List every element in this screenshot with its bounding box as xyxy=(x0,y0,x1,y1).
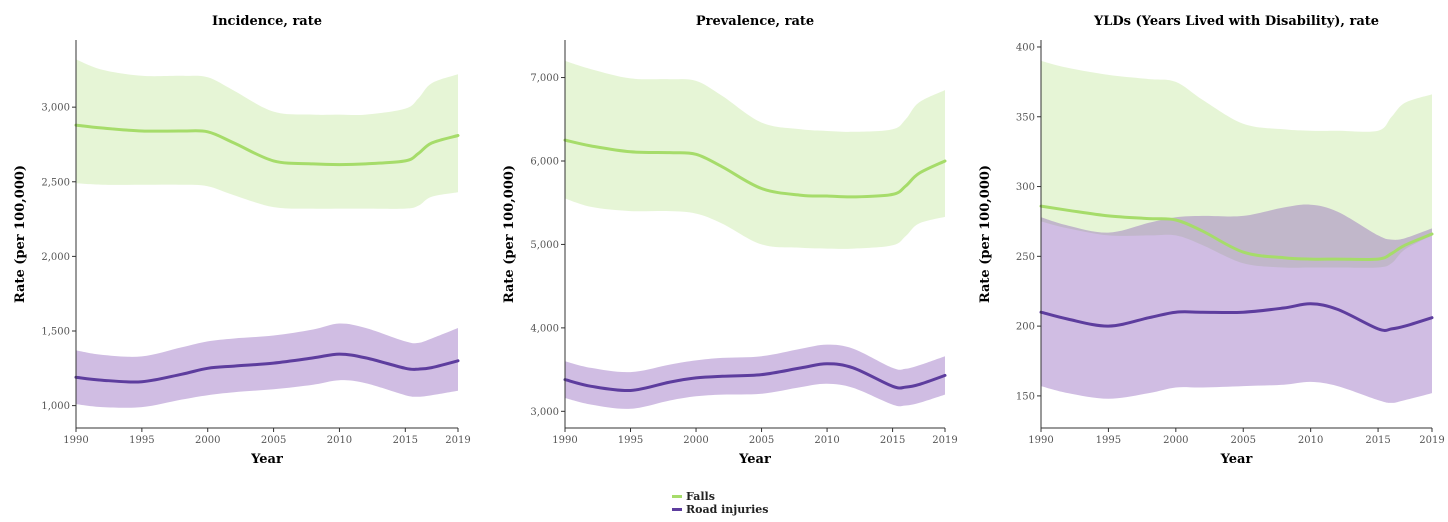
uncertainty-band-road xyxy=(1041,204,1432,403)
x-tick-label: 2015 xyxy=(393,435,418,446)
x-tick-label: 1990 xyxy=(1028,435,1053,446)
y-tick-label: 5,000 xyxy=(530,240,559,251)
x-tick-label: 2005 xyxy=(261,435,286,446)
x-axis-label: Year xyxy=(738,452,771,467)
x-tick-label: 2005 xyxy=(1231,435,1256,446)
x-tick-label: 2000 xyxy=(683,435,708,446)
y-tick-label: 350 xyxy=(1016,112,1035,123)
y-tick-label: 400 xyxy=(1016,42,1035,53)
y-tick-label: 1,500 xyxy=(41,327,70,338)
x-axis-label: Year xyxy=(250,452,283,467)
legend-swatch-falls xyxy=(672,495,682,498)
legend-swatch-road-injuries xyxy=(672,508,682,511)
series-line-road xyxy=(1039,302,1434,332)
y-tick-label: 200 xyxy=(1016,322,1035,333)
y-tick-label: 3,000 xyxy=(41,103,70,114)
series-line-falls xyxy=(74,123,460,167)
x-tick-label: 1995 xyxy=(129,435,154,446)
y-tick-label: 1,000 xyxy=(41,401,70,412)
y-axis-label: Rate (per 100,000) xyxy=(13,165,28,303)
uncertainty-band-road xyxy=(565,344,945,409)
x-tick-label: 2019 xyxy=(445,435,470,446)
legend-item-falls: Falls xyxy=(672,490,768,503)
x-tick-label: 2010 xyxy=(814,435,839,446)
series-line-road xyxy=(74,352,460,384)
legend: Falls Road injuries xyxy=(672,490,768,516)
panel-title: Incidence, rate xyxy=(212,14,322,29)
y-tick-label: 3,000 xyxy=(530,407,559,418)
series-line-road xyxy=(563,362,947,393)
x-tick-label: 2000 xyxy=(195,435,220,446)
legend-label-falls: Falls xyxy=(686,490,715,503)
x-tick-label: 2000 xyxy=(1163,435,1188,446)
legend-item-road-injuries: Road injuries xyxy=(672,503,768,516)
uncertainty-band-falls xyxy=(1041,60,1432,268)
panel-title: YLDs (Years Lived with Disability), rate xyxy=(1093,14,1379,29)
x-axis-label: Year xyxy=(1220,452,1253,467)
uncertainty-band-falls xyxy=(565,60,945,249)
y-axis-label: Rate (per 100,000) xyxy=(502,165,517,303)
x-tick-label: 2019 xyxy=(932,435,957,446)
y-tick-label: 4,000 xyxy=(530,323,559,334)
uncertainty-band-falls xyxy=(76,59,458,209)
y-tick-label: 250 xyxy=(1016,252,1035,263)
x-tick-label: 1995 xyxy=(1096,435,1121,446)
chart-panel-1: 1,000 1,500 2,000 2,500 3,000 1990 1995 2000 200… xyxy=(13,14,471,467)
y-tick-label: 300 xyxy=(1016,182,1035,193)
y-tick-label: 7,000 xyxy=(530,73,559,84)
x-tick-label: 2010 xyxy=(327,435,352,446)
x-tick-label: 2015 xyxy=(1365,435,1390,446)
x-tick-label: 1990 xyxy=(552,435,577,446)
y-tick-label: 2,000 xyxy=(41,252,70,263)
x-tick-label: 2005 xyxy=(749,435,774,446)
panel-title: Prevalence, rate xyxy=(696,14,814,29)
y-axis-label: Rate (per 100,000) xyxy=(978,165,993,303)
x-tick-label: 1990 xyxy=(63,435,88,446)
y-tick-label: 2,500 xyxy=(41,177,70,188)
series-line-falls xyxy=(1039,204,1434,262)
x-tick-label: 2015 xyxy=(880,435,905,446)
x-tick-label: 2019 xyxy=(1419,435,1444,446)
chart-panel-2: 3,000 4,000 5,000 6,000 7,000 1990 1995 2000 200… xyxy=(502,14,958,467)
x-tick-label: 1995 xyxy=(618,435,643,446)
legend-label-road-injuries: Road injuries xyxy=(686,503,769,516)
uncertainty-band-road xyxy=(76,323,458,408)
chart-panel-3: 150 200 250 300 350 400 1990 1995 2000 2005 2010 20… xyxy=(978,14,1445,467)
x-tick-label: 2010 xyxy=(1298,435,1323,446)
series-line-falls xyxy=(563,138,947,199)
y-tick-label: 6,000 xyxy=(530,156,559,167)
y-tick-label: 150 xyxy=(1016,391,1035,402)
